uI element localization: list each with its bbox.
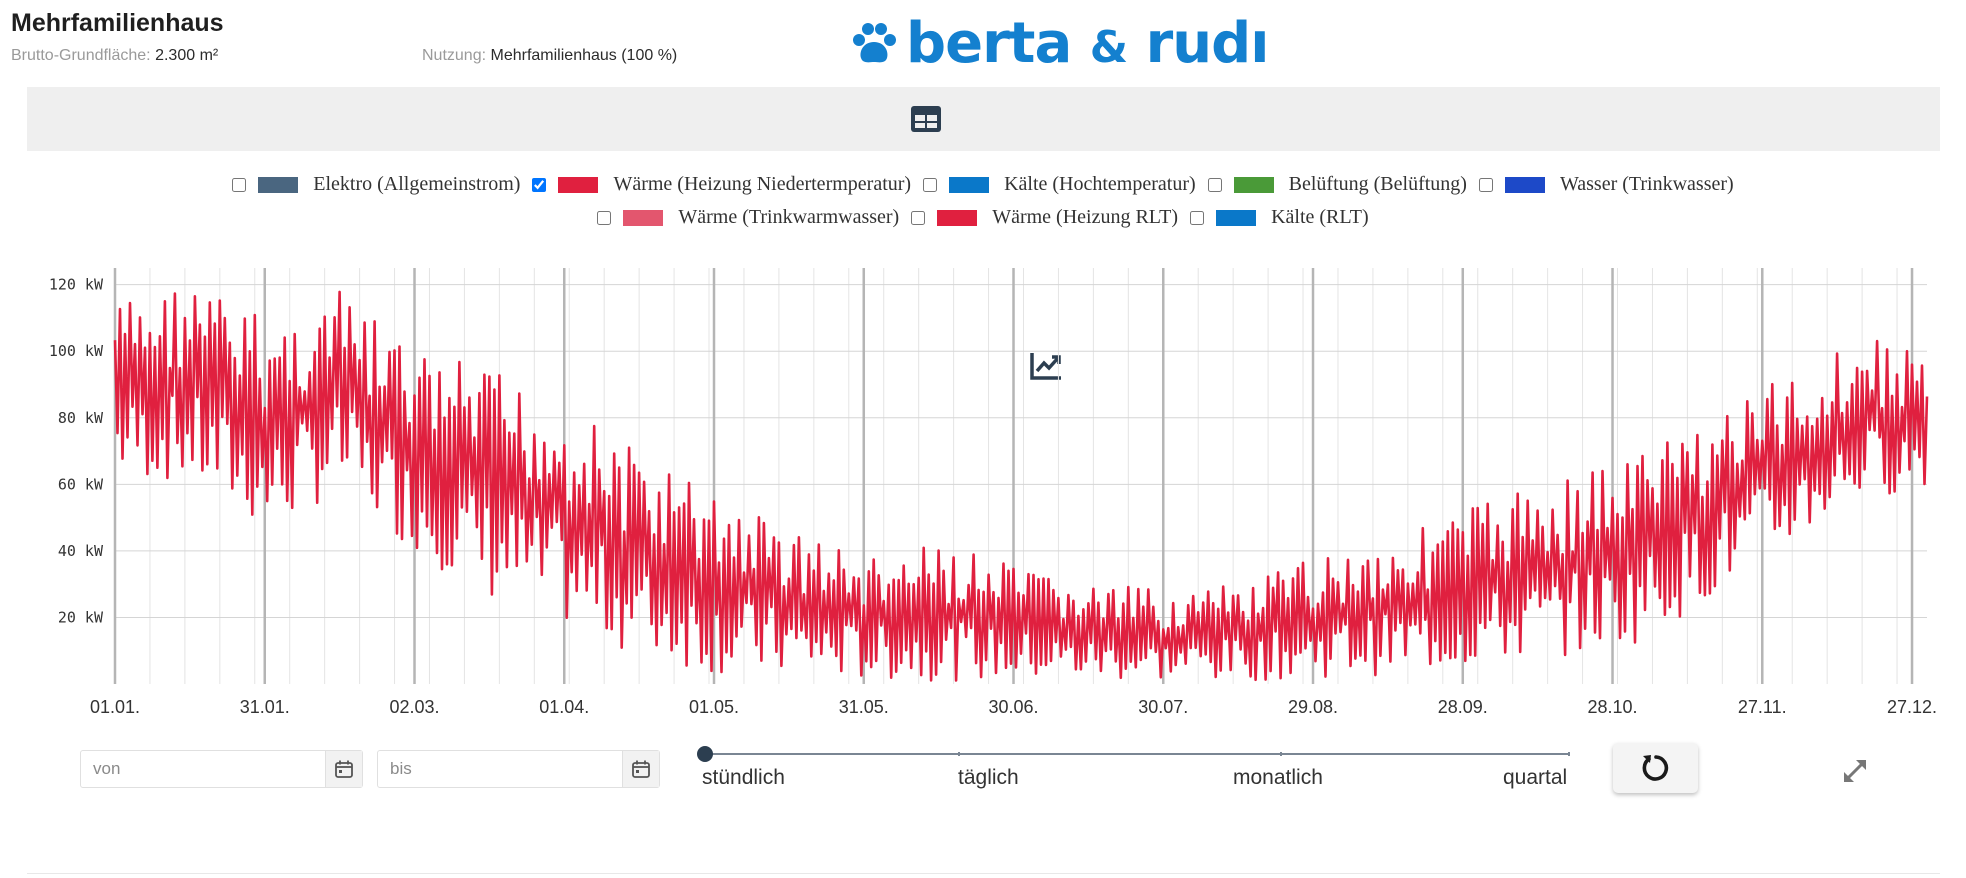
legend-item-waerme-niedertemperatur[interactable]: Wärme (Heizung Niedertermperatur) <box>532 173 911 196</box>
gross-floor-area: Brutto-Grundfläche: 2.300 m² <box>11 47 218 65</box>
legend-label: Kälte (RLT) <box>1271 206 1369 228</box>
legend-item-kaelte-rlt[interactable]: Kälte (RLT) <box>1190 206 1369 229</box>
legend-row-2: Wärme (Trinkwarmwasser) Wärme (Heizung R… <box>0 206 1966 229</box>
slider-tick <box>1280 752 1282 756</box>
legend-label: Elektro (Allgemeinstrom) <box>313 173 521 195</box>
legend-checkbox[interactable] <box>1207 177 1222 192</box>
date-from-input[interactable] <box>93 759 313 779</box>
x-tick-label: 01.01. <box>90 697 140 717</box>
legend-label: Wasser (Trinkwasser) <box>1559 173 1734 195</box>
table-view-button[interactable] <box>907 102 945 136</box>
reset-button[interactable] <box>1613 743 1698 793</box>
slider-handle[interactable] <box>697 746 713 762</box>
paw-icon <box>853 23 896 63</box>
legend-item-waerme-rlt[interactable]: Wärme (Heizung RLT) <box>911 206 1178 229</box>
x-tick-label: 31.01. <box>240 697 290 717</box>
legend-label: Wärme (Heizung Niedertermperatur) <box>613 173 912 195</box>
load-profile-chart[interactable]: 20 kW 40 kW 60 kW 80 kW 100 kW 120 kW 01.01. 31… <box>0 262 1966 722</box>
y-tick-label: 60 kW <box>58 475 104 493</box>
legend-checkbox[interactable] <box>923 177 938 192</box>
date-to-input[interactable] <box>390 759 610 779</box>
slider-track[interactable] <box>704 753 1570 755</box>
resolution-label-hourly[interactable]: stündlich <box>702 766 785 789</box>
x-tick-label: 29.08. <box>1288 697 1338 717</box>
expand-icon <box>1844 760 1866 782</box>
legend-item-trinkwarmwasser[interactable]: Wärme (Trinkwarmwasser) <box>597 206 899 229</box>
legend-item-kaelte-hochtemperatur[interactable]: Kälte (Hochtemperatur) <box>923 173 1196 196</box>
x-tick-label: 01.05. <box>689 697 739 717</box>
legend-swatch <box>1233 176 1274 193</box>
legend-label: Belüftung (Belüftung) <box>1288 173 1467 195</box>
series-line-waerme-niedertemperatur <box>113 290 1929 682</box>
logo-text: berta & rudı <box>906 11 1269 76</box>
page-title: Mehrfamilienhaus <box>11 9 224 37</box>
slider-tick <box>958 752 960 756</box>
y-tick-label: 40 kW <box>58 542 104 560</box>
x-tick-label: 27.12. <box>1887 697 1937 717</box>
x-tick-label: 31.05. <box>839 697 889 717</box>
resolution-label-quarterly[interactable]: quartal <box>1503 766 1568 789</box>
x-tick-label: 28.10. <box>1587 697 1637 717</box>
calendar-icon <box>335 760 353 778</box>
date-from-field[interactable] <box>80 750 363 788</box>
footer-divider <box>27 873 1940 874</box>
legend-item-wasser[interactable]: Wasser (Trinkwasser) <box>1478 173 1734 196</box>
resolution-slider[interactable]: stündlich täglich monatlich quartal <box>697 742 1580 802</box>
x-tick-label: 27.11. <box>1738 697 1787 717</box>
page-header: Mehrfamilienhaus Brutto-Grundfläche: 2.3… <box>0 0 1966 85</box>
legend-swatch <box>1504 176 1545 193</box>
legend-checkbox[interactable] <box>597 210 612 225</box>
x-tick-label: 30.07. <box>1138 697 1188 717</box>
legend-swatch <box>558 176 599 193</box>
chart-line-icon <box>1030 353 1061 380</box>
legend-label: Kälte (Hochtemperatur) <box>1004 173 1196 195</box>
x-tick-label: 28.09. <box>1438 697 1488 717</box>
legend-checkbox[interactable] <box>1478 177 1493 192</box>
legend-swatch <box>1216 209 1257 226</box>
slider-tick <box>1568 752 1570 756</box>
reset-icon <box>1642 755 1668 781</box>
date-to-calendar-button[interactable] <box>622 751 659 787</box>
table-icon <box>911 106 941 132</box>
x-tick-label: 01.04. <box>539 697 589 717</box>
date-to-field[interactable] <box>377 750 660 788</box>
chart-view-button[interactable] <box>1027 349 1966 809</box>
calendar-icon <box>632 760 650 778</box>
legend-row-1: Elektro (Allgemeinstrom) Wärme (Heizung … <box>0 173 1966 196</box>
legend-swatch <box>258 176 299 193</box>
x-tick-label: 02.03. <box>389 697 439 717</box>
legend-checkbox[interactable] <box>532 177 547 192</box>
legend-swatch <box>937 209 978 226</box>
area-label: Brutto-Grundfläche: <box>11 47 151 64</box>
resolution-label-monthly[interactable]: monatlich <box>1233 766 1323 789</box>
brand-logo: berta & rudı <box>850 11 1269 76</box>
legend-label: Wärme (Trinkwarmwasser) <box>678 206 900 228</box>
legend-label: Wärme (Heizung RLT) <box>992 206 1179 228</box>
resolution-label-daily[interactable]: täglich <box>958 766 1019 789</box>
y-tick-label: 20 kW <box>58 608 104 626</box>
date-from-calendar-button[interactable] <box>325 751 362 787</box>
legend-item-elektro[interactable]: Elektro (Allgemeinstrom) <box>232 173 520 196</box>
fullscreen-button[interactable] <box>1838 754 1872 788</box>
legend-checkbox[interactable] <box>911 210 926 225</box>
legend-swatch <box>623 209 664 226</box>
legend-checkbox[interactable] <box>1190 210 1205 225</box>
legend-swatch <box>949 176 990 193</box>
x-tick-label: 30.06. <box>988 697 1038 717</box>
y-tick-label: 100 kW <box>49 342 104 360</box>
usage-info: Nutzung: Mehrfamilienhaus (100 %) <box>422 47 677 65</box>
usage-label: Nutzung: <box>422 47 487 64</box>
area-value: 2.300 m² <box>155 47 219 64</box>
legend-checkbox[interactable] <box>232 177 247 192</box>
view-toolbar <box>27 87 1940 380</box>
y-tick-label: 80 kW <box>58 409 104 427</box>
legend-item-belueftung[interactable]: Belüftung (Belüftung) <box>1207 173 1467 196</box>
y-tick-label: 120 kW <box>49 276 104 294</box>
usage-value: Mehrfamilienhaus (100 %) <box>490 47 678 64</box>
